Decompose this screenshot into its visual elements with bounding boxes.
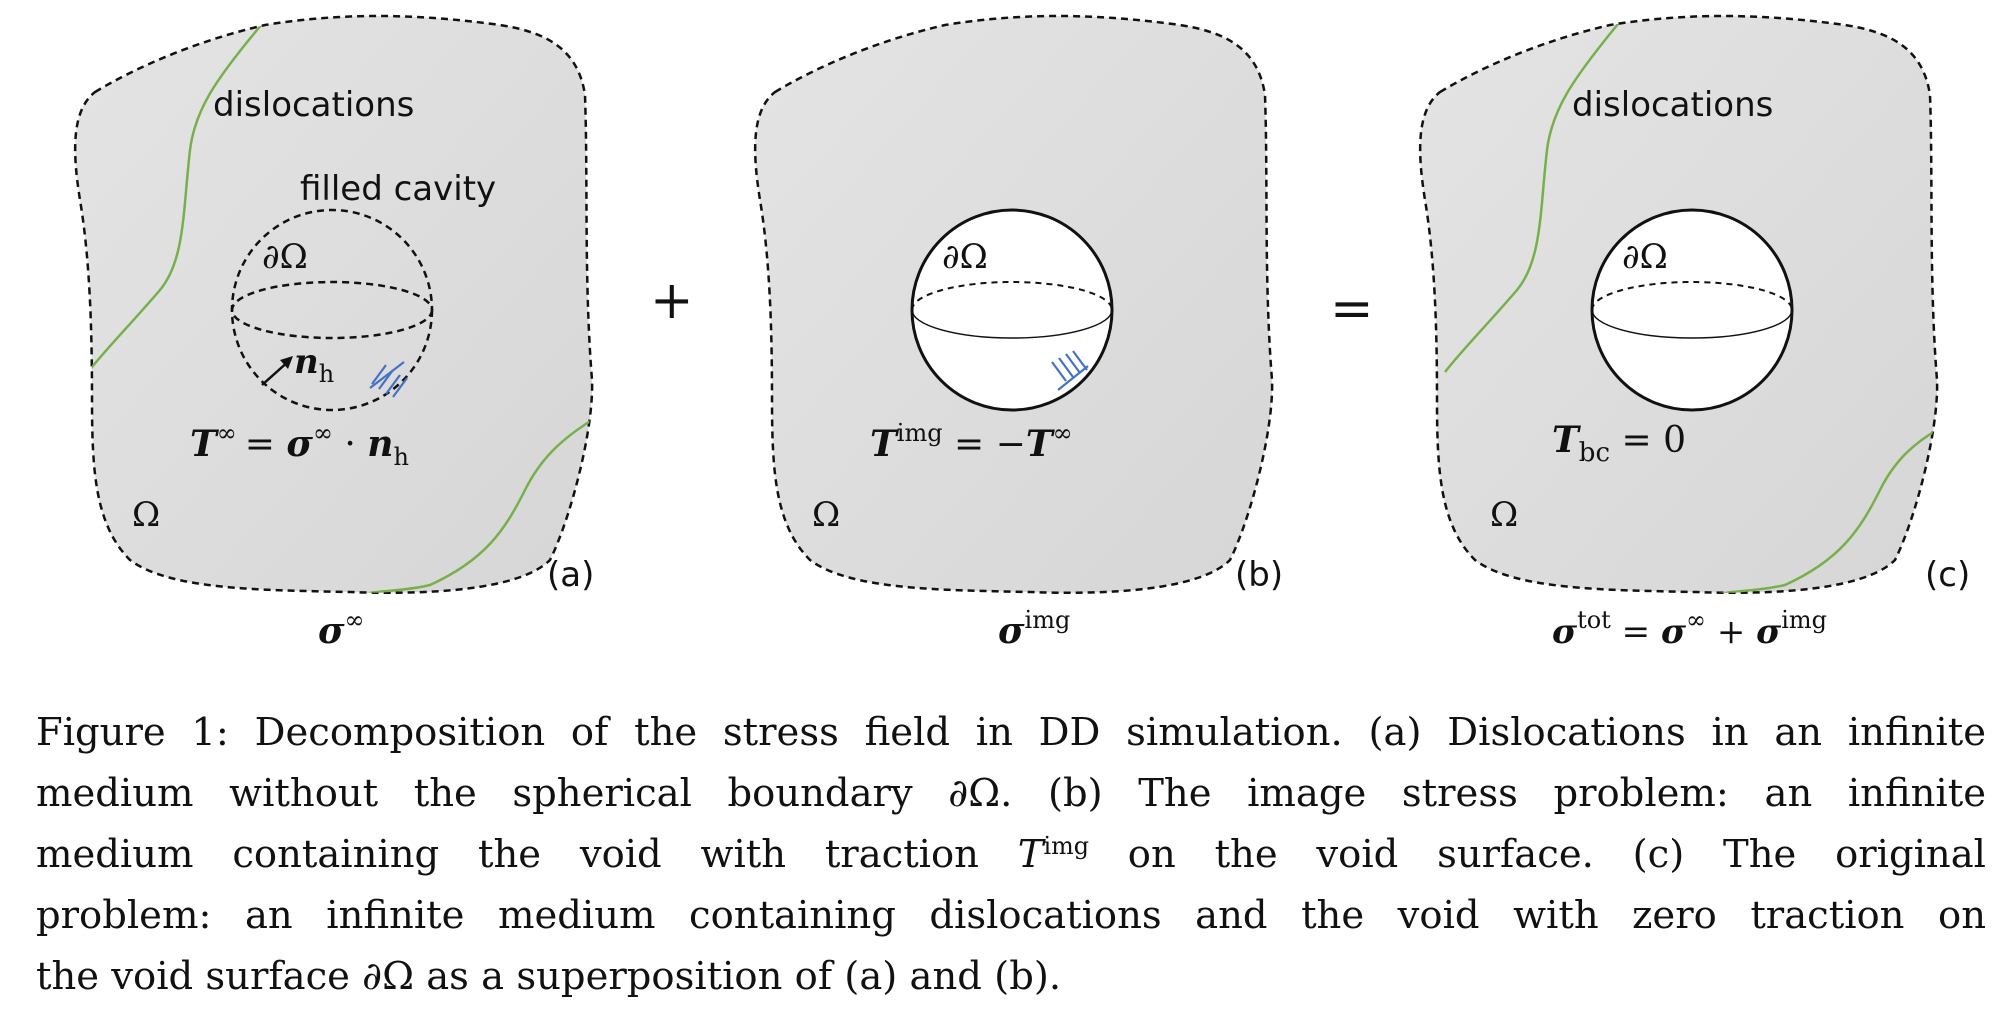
normal-label: nh	[294, 342, 334, 388]
domain-label-b: Ω	[812, 495, 840, 535]
plus-operator: +	[650, 271, 694, 331]
domain-label-a: Ω	[132, 495, 160, 535]
dislocation-line-a1	[87, 23, 263, 373]
stress-label-b: σimg	[998, 606, 1070, 652]
panel-b: ∂Ω Timg = −T∞ Ω (b) σimg	[753, 14, 1283, 652]
dislocations-label-c: dislocations	[1572, 85, 1773, 125]
boundary-label-a: ∂Ω	[262, 237, 308, 277]
caption-line-4: problem: an infinite medium containing d…	[36, 893, 1986, 938]
traction-arrows-a	[369, 361, 408, 398]
boundary-label-b: ∂Ω	[942, 237, 988, 277]
dislocation-line-c1	[1444, 23, 1619, 373]
void-equator-front-c	[1591, 309, 1793, 339]
panel-tag-a: (a)	[547, 555, 594, 595]
caption-line-3-post: on the void surface. (c) The original	[1089, 832, 1986, 877]
cavity-label: filled cavity	[300, 169, 496, 209]
traction-arrows-b	[1051, 350, 1089, 391]
dislocations-label-a: dislocations	[213, 85, 414, 125]
caption-line-1: Figure 1: Decomposition of the stress fi…	[36, 710, 1986, 755]
void-equator-back-c	[1591, 281, 1793, 311]
domain-label-c: Ω	[1490, 495, 1518, 535]
equals-operator: =	[1330, 279, 1374, 339]
cavity-equator	[230, 280, 434, 340]
panel-tag-b: (b)	[1235, 555, 1283, 595]
medium-boundary-a	[73, 14, 594, 594]
caption-line-3-pre: medium containing the void with traction	[36, 832, 1018, 877]
normal-arrowhead	[280, 356, 293, 369]
dislocation-line-c2	[1719, 418, 1938, 593]
caption-line-2: medium without the spherical boundary ∂Ω…	[36, 771, 1986, 816]
caption-line-5: the void surface ∂Ω as a superposition o…	[36, 954, 1062, 999]
panel-a: dislocations filled cavity ∂Ω nh T∞ = σ∞ …	[73, 14, 594, 652]
stress-label-a: σ∞	[318, 606, 365, 652]
caption-line-3: medium containing the void with traction…	[36, 824, 1986, 885]
void-equator-front-b	[911, 309, 1113, 339]
panel-tag-c: (c)	[1925, 555, 1970, 595]
decomposition-figure: dislocations filled cavity ∂Ω nh T∞ = σ∞ …	[73, 14, 1970, 652]
traction-equation-c: Tbc = 0	[1552, 419, 1686, 468]
stress-label-c: σtot = σ∞ + σimg	[1552, 606, 1827, 652]
figure-caption: Figure 1: Decomposition of the stress fi…	[36, 702, 1986, 1007]
panel-c: dislocations ∂Ω Tbc = 0 Ω (c) σtot = σ∞ …	[1418, 14, 1970, 652]
boundary-label-c: ∂Ω	[1622, 237, 1668, 277]
void-equator-back-b	[911, 281, 1113, 311]
traction-equation-a: T∞ = σ∞ · nh	[190, 419, 409, 471]
traction-equation-b: Timg = −T∞	[870, 419, 1073, 465]
dislocation-line-a2	[364, 418, 593, 593]
caption-traction-sup: img	[1043, 831, 1089, 860]
caption-traction-symbol: T	[1017, 832, 1044, 877]
